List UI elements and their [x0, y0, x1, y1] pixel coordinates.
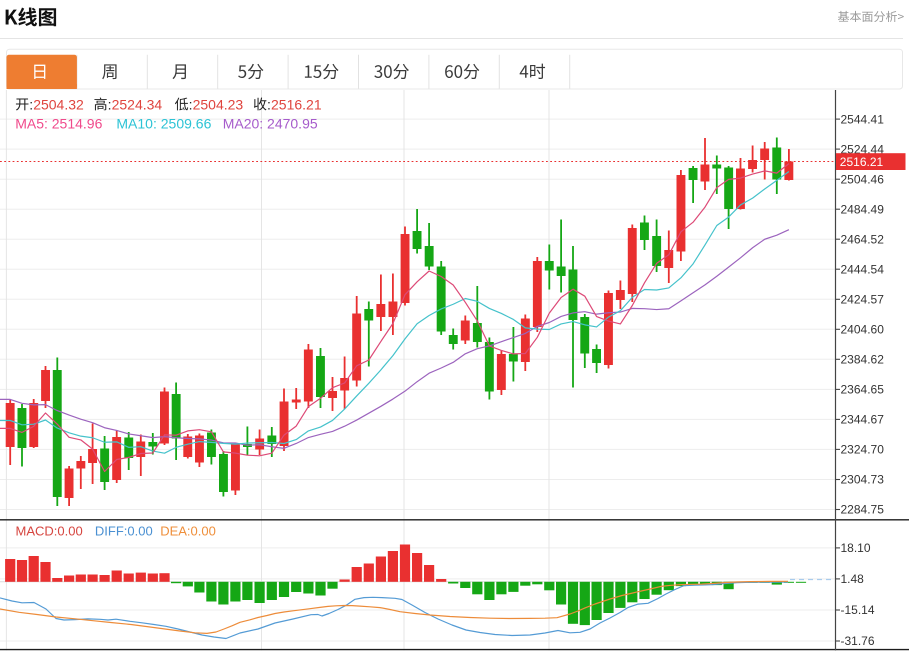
svg-text:2504.32: 2504.32: [33, 96, 84, 112]
svg-text:DIFF:0.00: DIFF:0.00: [95, 523, 153, 538]
svg-text:2424.57: 2424.57: [841, 293, 885, 307]
svg-text:2524.44: 2524.44: [841, 142, 885, 156]
svg-text:2464.52: 2464.52: [841, 232, 885, 246]
svg-text:2544.41: 2544.41: [841, 112, 885, 126]
svg-text:-15.14: -15.14: [841, 603, 875, 617]
svg-text:MA20: 2470.95: MA20: 2470.95: [223, 115, 318, 131]
svg-text:MA10: 2509.66: MA10: 2509.66: [116, 115, 211, 131]
svg-text:2504.23: 2504.23: [193, 96, 244, 112]
svg-text:2516.21: 2516.21: [840, 155, 884, 169]
svg-text::: :: [189, 96, 193, 112]
svg-text::: :: [267, 96, 271, 112]
svg-text:2404.60: 2404.60: [841, 323, 885, 337]
svg-text:18.10: 18.10: [841, 541, 871, 555]
svg-text:MA5: 2514.96: MA5: 2514.96: [15, 115, 102, 131]
svg-text:-31.76: -31.76: [841, 634, 875, 648]
svg-text::: :: [29, 96, 33, 112]
svg-text:2444.54: 2444.54: [841, 262, 885, 276]
svg-text:2516.21: 2516.21: [271, 96, 322, 112]
svg-text::: :: [108, 96, 112, 112]
svg-text:MACD:0.00: MACD:0.00: [16, 523, 83, 538]
svg-text:2324.70: 2324.70: [841, 443, 885, 457]
svg-text:2344.67: 2344.67: [841, 413, 885, 427]
svg-text:2284.75: 2284.75: [841, 503, 885, 517]
svg-text:2504.46: 2504.46: [841, 172, 885, 186]
svg-text:2384.62: 2384.62: [841, 353, 885, 367]
svg-text:DEA:0.00: DEA:0.00: [160, 523, 216, 538]
svg-text:2484.49: 2484.49: [841, 202, 885, 216]
svg-text:2364.65: 2364.65: [841, 383, 885, 397]
svg-text:2524.34: 2524.34: [112, 96, 163, 112]
svg-text:2304.73: 2304.73: [841, 473, 885, 487]
svg-text:1.48: 1.48: [841, 572, 865, 586]
